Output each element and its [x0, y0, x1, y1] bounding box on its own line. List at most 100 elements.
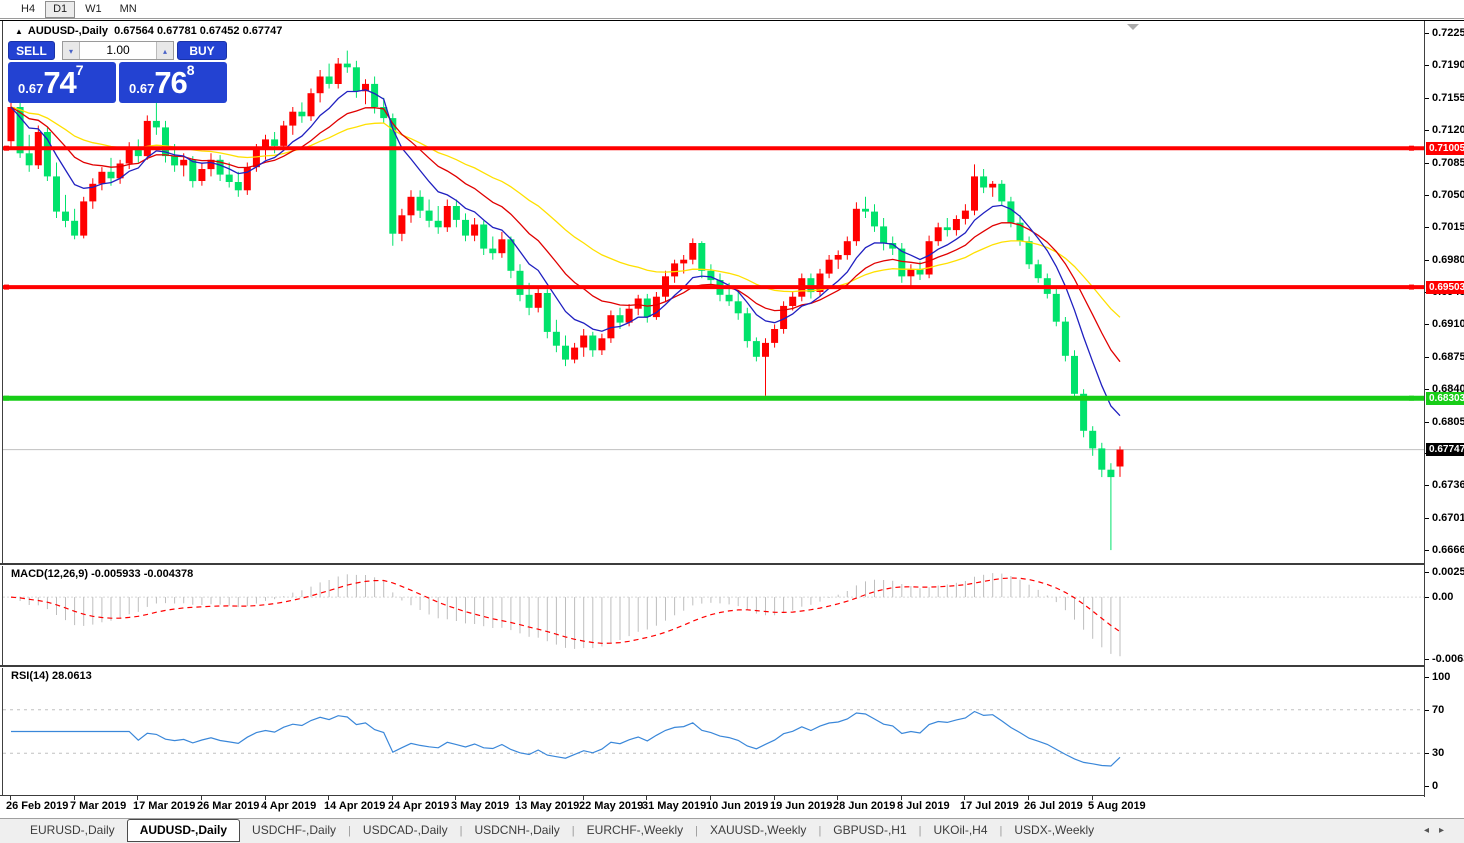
macd-chart-svg	[3, 573, 1425, 657]
hline-handle	[1409, 145, 1414, 151]
date-tick-mark	[1092, 796, 1093, 800]
date-tick-mark	[901, 796, 902, 800]
date-label: 10 Jun 2019	[706, 800, 769, 812]
macd-tick-label: 0.00	[1432, 591, 1454, 604]
rsi-chart-svg	[3, 709, 1425, 767]
tab-divider: |	[571, 825, 575, 837]
tab-usdchf-daily[interactable]: USDCHF-,Daily	[252, 823, 337, 837]
chart-shift-marker-icon	[1127, 24, 1139, 30]
macd-histogram	[19, 573, 1121, 657]
volume-increase-button[interactable]: ▴	[156, 42, 173, 59]
tab-divider: |	[695, 825, 698, 837]
date-label: 19 Jun 2019	[770, 800, 833, 812]
date-label: 26 Mar 2019	[197, 800, 260, 812]
date-label: 28 Jun 2019	[833, 800, 896, 812]
axis-tick-mark	[1425, 356, 1429, 358]
hline-price-badge: 0.68303	[1426, 391, 1464, 405]
axis-tick-mark	[1425, 194, 1429, 196]
axis-tick-mark	[1425, 677, 1429, 678]
rsi-tick-label: 0	[1432, 780, 1439, 792]
bid-price-badge: 0.67747	[1426, 443, 1464, 457]
rsi-label: RSI(14) 28.0613	[11, 670, 92, 682]
sell-button[interactable]: SELL	[8, 41, 55, 60]
hline-handle	[1409, 284, 1414, 290]
pane-divider-2[interactable]	[0, 665, 1464, 667]
axis-tick-mark	[1425, 485, 1429, 487]
collapse-panel-icon[interactable]: ▲	[15, 27, 23, 36]
tab-eurchf-weekly[interactable]: EURCHF-,Weekly	[586, 823, 684, 837]
axis-tick-mark	[1425, 550, 1429, 552]
tab-divider: |	[818, 825, 822, 837]
sell-price-display[interactable]: 0.67747	[8, 62, 116, 103]
date-label: 17 Jul 2019	[960, 800, 1019, 812]
axis-tick-mark	[1425, 389, 1429, 391]
macd-tick-label: 0.002574	[1432, 566, 1464, 578]
tab-xauusd-weekly[interactable]: XAUUSD-,Weekly	[709, 823, 807, 837]
timeframe-toolbar: H4 D1 W1 MN	[0, 0, 1464, 19]
date-tick-mark	[137, 796, 138, 800]
timeframe-button-w1[interactable]: W1	[85, 3, 102, 15]
macd-indicator-pane[interactable]: MACD(12,26,9) -0.005933 -0.004378	[2, 566, 1425, 665]
macd-signal-line	[10, 577, 1121, 644]
volume-input[interactable]: 1.00	[106, 43, 130, 57]
axis-tick-mark	[1425, 130, 1429, 132]
volume-spinner: ▾ 1.00 ▴	[62, 41, 174, 60]
axis-tick-mark	[1425, 162, 1429, 164]
axis-tick-mark	[1425, 659, 1429, 660]
date-tick-mark	[74, 796, 75, 800]
sell-price-sup: 7	[75, 62, 84, 78]
date-tick-mark	[710, 796, 711, 800]
tab-scroll-left-icon[interactable]: ◂	[1423, 825, 1439, 836]
date-tick-mark	[10, 796, 11, 800]
timeframe-button-mn[interactable]: MN	[119, 3, 137, 15]
date-tick-mark	[201, 796, 202, 800]
date-label: 22 May 2019	[579, 800, 644, 812]
tab-usdx-weekly[interactable]: USDX-,Weekly	[1014, 823, 1095, 837]
buy-button[interactable]: BUY	[177, 41, 227, 60]
buy-price-sup: 8	[186, 62, 195, 78]
price-chart-pane[interactable]: ▲ AUDUSD-,Daily 0.67564 0.67781 0.67452 0…	[2, 21, 1425, 563]
volume-decrease-button[interactable]: ▾	[63, 42, 80, 59]
date-label: 13 May 2019	[515, 800, 580, 812]
date-tick-mark	[774, 796, 775, 800]
tab-usdcnh-daily[interactable]: USDCNH-,Daily	[474, 823, 560, 837]
date-label: 31 May 2019	[642, 800, 707, 812]
buy-price-big: 76	[154, 65, 187, 100]
macd-label: MACD(12,26,9) -0.005933 -0.004378	[11, 568, 194, 580]
tab-usdcad-daily[interactable]: USDCAD-,Daily	[362, 823, 448, 837]
ma-medium-line	[10, 106, 1121, 363]
date-tick-mark	[583, 796, 584, 800]
buy-price-display[interactable]: 0.67768	[119, 62, 227, 103]
tab-audusd-daily[interactable]: AUDUSD-,Daily	[126, 819, 241, 842]
tab-eurusd-daily[interactable]: EURUSD-,Daily	[30, 823, 115, 837]
timeframe-button-h4[interactable]: H4	[21, 3, 36, 15]
date-tick-mark	[646, 796, 647, 800]
timeframe-button-d1[interactable]: D1	[45, 1, 76, 18]
axis-tick-mark	[1425, 324, 1429, 326]
date-tick-mark	[519, 796, 520, 800]
tab-gbpusd-h1[interactable]: GBPUSD-,H1	[833, 823, 907, 837]
axis-tick-mark	[1425, 753, 1429, 755]
tab-divider: |	[999, 825, 1003, 837]
rsi-indicator-pane[interactable]: RSI(14) 28.0613	[2, 668, 1425, 795]
date-axis[interactable]: 26 Feb 2019 7 Mar 2019 17 Mar 2019 26 Mar 2…	[2, 796, 1424, 817]
tab-scroll-right-icon[interactable]: ▸	[1438, 825, 1454, 836]
date-label: 14 Apr 2019	[324, 800, 386, 812]
pane-divider-1[interactable]	[0, 563, 1464, 565]
candles	[7, 50, 1124, 551]
date-label: 3 May 2019	[451, 800, 510, 812]
axis-tick-mark	[1425, 227, 1429, 229]
axis-tick-mark	[1425, 259, 1429, 261]
tab-ukoil-h4[interactable]: UKOil-,H4	[933, 823, 988, 837]
date-label: 8 Jul 2019	[897, 800, 950, 812]
date-label: 26 Feb 2019	[6, 800, 69, 812]
date-label: 7 Mar 2019	[70, 800, 127, 812]
